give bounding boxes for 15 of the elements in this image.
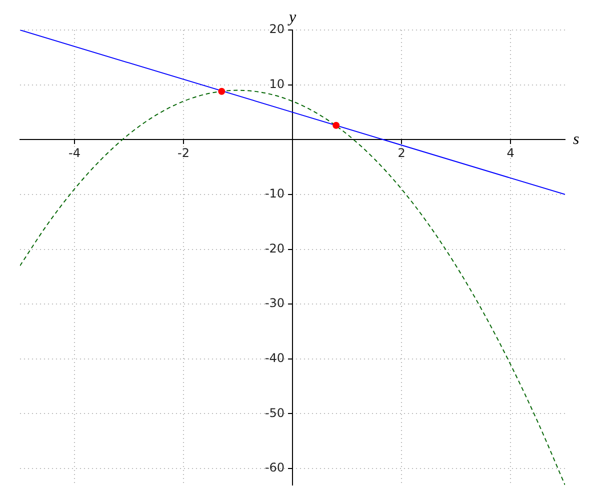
x-tick-label: 2 xyxy=(398,146,406,160)
x-axis-title: s xyxy=(573,130,580,148)
x-tick-label: -4 xyxy=(68,146,80,160)
y-tick-label: 10 xyxy=(269,76,284,91)
y-tick-label: -60 xyxy=(264,460,284,475)
y-tick-label: -20 xyxy=(264,241,284,256)
x-tick-label: -2 xyxy=(178,146,190,160)
y-tick-label: -30 xyxy=(264,296,284,310)
y-tick-label: -10 xyxy=(264,186,284,201)
y-tick-label: -40 xyxy=(264,351,284,366)
x-tick-label: 4 xyxy=(506,146,514,160)
y-tick-label: 20 xyxy=(269,22,284,36)
y-tick-label: -50 xyxy=(264,406,284,420)
y-axis-title: y xyxy=(286,9,297,26)
line-series xyxy=(20,90,565,485)
